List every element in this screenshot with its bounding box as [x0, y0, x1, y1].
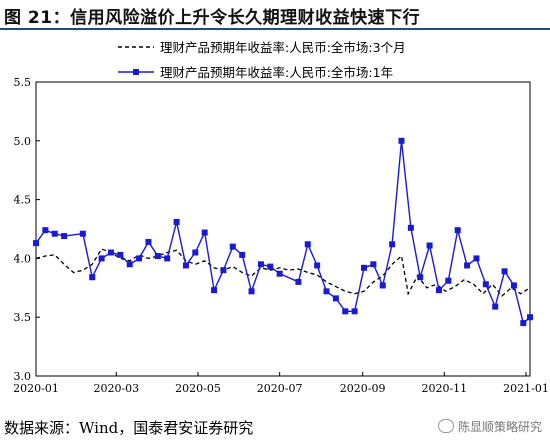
series-2-point	[136, 255, 143, 262]
series-2-point	[173, 218, 180, 225]
series-line-1	[35, 248, 531, 297]
series-2-point	[51, 230, 58, 237]
series-2-point	[276, 270, 283, 277]
series-2-point	[445, 277, 452, 284]
series-2-point	[342, 308, 349, 315]
series-2-point	[304, 241, 311, 248]
series-2-point	[182, 262, 189, 269]
series-2-point	[417, 274, 424, 281]
series-2-point	[527, 314, 533, 321]
series-2-point	[389, 241, 396, 248]
series-2-point	[407, 224, 414, 231]
figure-title-bar: 图 21：信用风险溢价上升令长久期理财收益快速下行	[0, 0, 550, 30]
series-2-point	[239, 251, 246, 258]
x-tick-label: 2020-05	[175, 382, 221, 395]
x-tick-label: 2020-01	[13, 382, 59, 395]
series-2-point	[89, 274, 96, 281]
watermark-text: 陈显顺策略研究	[457, 420, 542, 434]
series-2-point	[398, 137, 405, 144]
series-2-point	[229, 243, 236, 250]
y-tick-label: 5.5	[14, 76, 32, 89]
plot-frame	[35, 81, 531, 377]
series-2-point	[257, 261, 264, 268]
series-2-point	[492, 303, 499, 310]
x-tick-label: 2020-11	[421, 382, 467, 395]
legend-marker-2	[133, 69, 139, 75]
x-tick-label: 2021-01	[503, 382, 549, 395]
series-2-point	[323, 288, 330, 295]
series-2-point	[426, 242, 433, 249]
x-tick-label: 2020-07	[257, 382, 303, 395]
series-2-point	[248, 288, 255, 295]
series-2-point	[501, 268, 508, 275]
series-2-point	[435, 287, 442, 294]
line-chart: 3.0 3.5 4.0 4.5 5.0 5.5 2020-01 2020-03 2020-05 2…	[13, 40, 549, 395]
series-2-point	[314, 262, 321, 269]
legend-label-2: 理财产品预期年收益率:人民币:全市场:1年	[160, 65, 393, 80]
series-2-point	[332, 295, 339, 302]
series-2-point	[351, 308, 358, 315]
series-line-2	[35, 140, 531, 325]
series-2-point	[360, 264, 367, 271]
series-2-point	[473, 255, 480, 262]
series-2-point	[145, 238, 152, 245]
series-2-point	[192, 249, 199, 256]
series-2-point	[154, 253, 161, 260]
series-2-point	[482, 281, 489, 288]
series-2-point	[117, 251, 124, 258]
series-2-point	[267, 263, 274, 270]
series-2-point	[98, 255, 105, 262]
y-tick-label: 4.5	[14, 194, 32, 207]
series-2-point	[379, 282, 386, 289]
series-2-point	[79, 230, 86, 237]
legend-label-1: 理财产品预期年收益率:人民币:全市场:3个月	[160, 40, 406, 55]
series-2-point	[126, 261, 133, 268]
wechat-icon	[437, 419, 454, 433]
y-tick-label: 5.0	[14, 135, 32, 148]
y-tick-label: 3.5	[14, 311, 32, 324]
series-2-point	[61, 233, 68, 240]
x-tick-label: 2020-03	[93, 382, 139, 395]
chart-series	[33, 137, 533, 327]
y-tick-label: 4.0	[14, 252, 32, 265]
x-tick-label: 2020-09	[340, 382, 386, 395]
series-2-point	[464, 262, 471, 269]
series-2-point	[211, 287, 218, 294]
series-2-point	[107, 249, 114, 256]
series-2-point	[510, 282, 517, 289]
y-tick-label: 3.0	[14, 370, 32, 383]
series-2-point	[42, 227, 49, 234]
figure-title: 图 21：信用风险溢价上升令长久期理财收益快速下行	[4, 8, 421, 28]
watermark: 陈显顺策略研究	[437, 418, 542, 435]
series-2-point	[164, 255, 171, 262]
series-2-point	[295, 278, 302, 285]
chart-axes: 3.0 3.5 4.0 4.5 5.0 5.5 2020-01 2020-03 2020-05 2…	[13, 76, 549, 395]
series-2-point	[220, 267, 227, 274]
series-2-point	[370, 261, 377, 268]
series-2-point	[520, 320, 527, 327]
source-note: 数据来源：Wind，国泰君安证券研究	[4, 419, 254, 437]
series-2-point	[454, 227, 461, 234]
chart-legend: 理财产品预期年收益率:人民币:全市场:3个月理财产品预期年收益率:人民币:全市场…	[118, 40, 406, 80]
series-2-point	[201, 229, 208, 236]
series-2-point	[33, 240, 39, 247]
